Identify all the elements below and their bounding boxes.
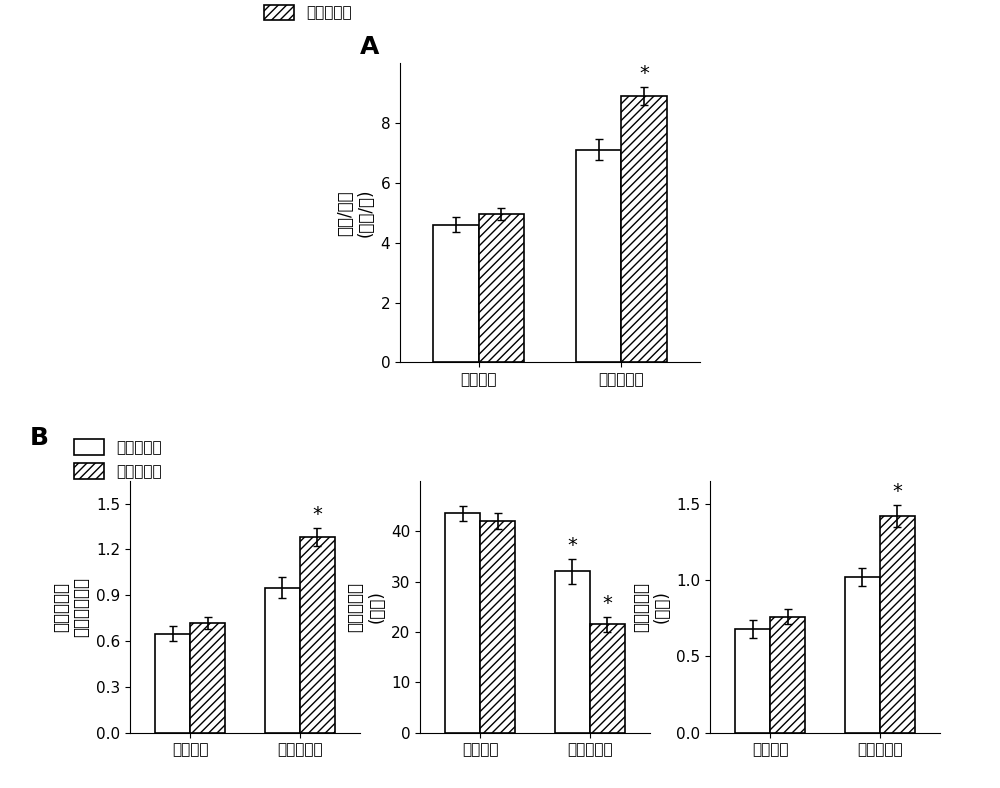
Bar bbox=[880, 516, 915, 733]
Text: B: B bbox=[30, 426, 49, 449]
Legend: 野生型小鼠, 转基因小鼠: 野生型小鼠, 转基因小鼠 bbox=[258, 0, 358, 27]
Bar bbox=[590, 624, 625, 733]
Bar bbox=[265, 588, 300, 733]
Text: *: * bbox=[602, 594, 612, 613]
Y-axis label: 左心室后壁
厉度（毫米）: 左心室后壁 厉度（毫米） bbox=[52, 577, 90, 637]
Bar bbox=[845, 577, 880, 733]
Bar bbox=[555, 571, 590, 733]
Text: *: * bbox=[892, 482, 902, 501]
Bar bbox=[190, 623, 225, 733]
Legend: 野生型小鼠, 转基因小鼠: 野生型小鼠, 转基因小鼠 bbox=[68, 433, 168, 485]
Y-axis label: 心脏/体重
(毫克/克): 心脏/体重 (毫克/克) bbox=[336, 188, 375, 237]
Bar bbox=[770, 617, 805, 733]
Bar bbox=[155, 634, 190, 733]
Bar bbox=[433, 225, 479, 362]
Bar bbox=[576, 150, 621, 362]
Text: *: * bbox=[567, 536, 577, 555]
Bar bbox=[300, 537, 335, 733]
Y-axis label: 室间隔厉度
(毫米): 室间隔厉度 (毫米) bbox=[632, 582, 671, 632]
Bar bbox=[445, 514, 480, 733]
Bar bbox=[479, 214, 524, 362]
Bar bbox=[621, 96, 667, 362]
Text: *: * bbox=[312, 505, 322, 524]
Text: A: A bbox=[360, 35, 379, 59]
Bar bbox=[735, 629, 770, 733]
Bar bbox=[480, 521, 515, 733]
Y-axis label: 短轴缩短率
(尺单): 短轴缩短率 (尺单) bbox=[347, 582, 385, 632]
Text: *: * bbox=[639, 64, 649, 83]
